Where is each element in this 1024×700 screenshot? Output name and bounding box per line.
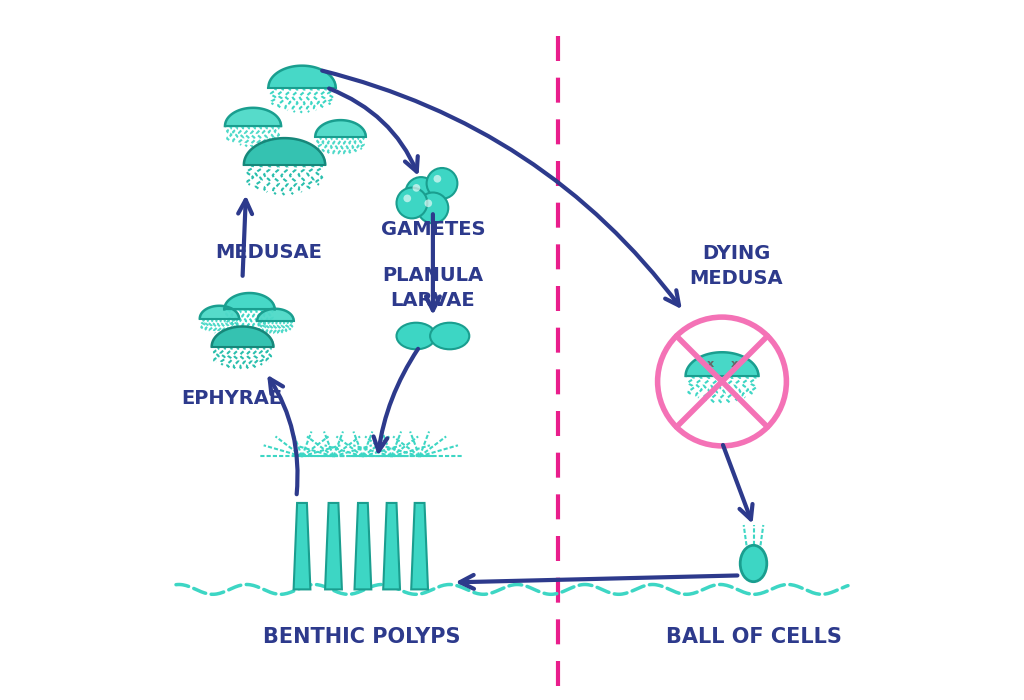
Text: GAMETES: GAMETES	[381, 220, 485, 239]
Polygon shape	[294, 503, 310, 589]
Text: EPHYRAE: EPHYRAE	[181, 389, 283, 409]
Ellipse shape	[396, 323, 435, 349]
Text: BENTHIC POLYPS: BENTHIC POLYPS	[263, 627, 460, 647]
Text: BALL OF CELLS: BALL OF CELLS	[666, 627, 842, 647]
Circle shape	[406, 177, 436, 208]
Polygon shape	[325, 503, 342, 589]
Circle shape	[396, 188, 427, 218]
Circle shape	[418, 193, 449, 223]
Text: x: x	[707, 359, 714, 369]
Text: MEDUSAE: MEDUSAE	[215, 242, 322, 262]
Polygon shape	[383, 503, 400, 589]
Circle shape	[433, 175, 441, 183]
Circle shape	[403, 195, 411, 202]
Polygon shape	[354, 503, 372, 589]
Polygon shape	[412, 503, 428, 589]
Circle shape	[413, 184, 420, 192]
Ellipse shape	[430, 323, 469, 349]
Text: x: x	[730, 359, 737, 369]
Circle shape	[424, 199, 432, 207]
Ellipse shape	[740, 545, 767, 582]
Text: DYING
MEDUSA: DYING MEDUSA	[689, 244, 782, 288]
Text: PLANULA
LARVAE: PLANULA LARVAE	[382, 267, 483, 310]
Circle shape	[427, 168, 458, 199]
